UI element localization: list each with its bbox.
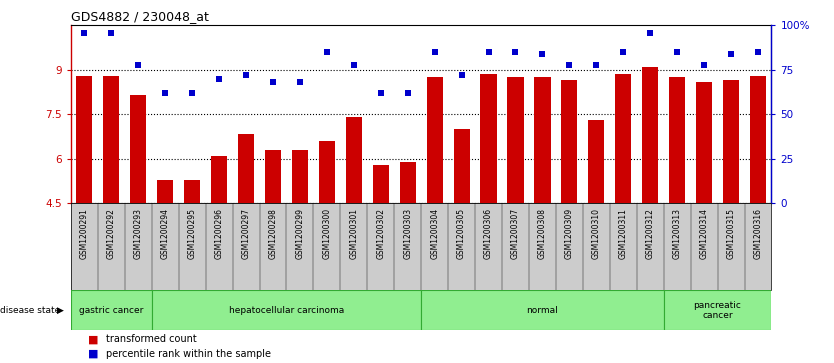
Bar bbox=[642, 67, 658, 203]
Bar bbox=[71, 290, 152, 330]
Bar bbox=[507, 77, 524, 203]
Text: GSM1200297: GSM1200297 bbox=[242, 208, 250, 258]
Point bbox=[213, 76, 226, 82]
Text: GSM1200315: GSM1200315 bbox=[726, 208, 736, 258]
Text: gastric cancer: gastric cancer bbox=[79, 306, 143, 315]
Point bbox=[751, 49, 765, 55]
Bar bbox=[723, 80, 739, 203]
Text: GSM1200295: GSM1200295 bbox=[188, 208, 197, 258]
Bar bbox=[265, 150, 281, 203]
Point bbox=[320, 49, 334, 55]
Text: GSM1200313: GSM1200313 bbox=[673, 208, 681, 258]
Bar bbox=[615, 74, 631, 203]
Bar bbox=[664, 290, 771, 330]
Bar bbox=[319, 141, 335, 203]
Text: percentile rank within the sample: percentile rank within the sample bbox=[106, 349, 271, 359]
Bar bbox=[373, 165, 389, 203]
Text: GSM1200293: GSM1200293 bbox=[133, 208, 143, 258]
Text: disease state: disease state bbox=[0, 306, 60, 315]
Text: ■: ■ bbox=[88, 334, 98, 344]
Point bbox=[509, 49, 522, 55]
Point bbox=[725, 51, 738, 57]
Text: GSM1200316: GSM1200316 bbox=[753, 208, 762, 258]
Bar bbox=[588, 120, 605, 203]
Bar bbox=[696, 82, 712, 203]
Text: pancreatic
cancer: pancreatic cancer bbox=[694, 301, 741, 320]
Point bbox=[347, 62, 360, 68]
Point bbox=[428, 49, 441, 55]
Text: GSM1200312: GSM1200312 bbox=[646, 208, 655, 258]
Point bbox=[78, 30, 91, 36]
Bar bbox=[750, 76, 766, 203]
Bar bbox=[426, 77, 443, 203]
Bar bbox=[399, 162, 416, 203]
Bar bbox=[421, 290, 664, 330]
Text: GSM1200301: GSM1200301 bbox=[349, 208, 359, 258]
Text: GSM1200311: GSM1200311 bbox=[619, 208, 628, 258]
Point bbox=[671, 49, 684, 55]
Point bbox=[132, 62, 145, 68]
Point bbox=[482, 49, 495, 55]
Text: GSM1200299: GSM1200299 bbox=[295, 208, 304, 258]
Text: GSM1200296: GSM1200296 bbox=[214, 208, 224, 258]
Text: GSM1200304: GSM1200304 bbox=[430, 208, 440, 259]
Text: GSM1200292: GSM1200292 bbox=[107, 208, 116, 258]
Point bbox=[563, 62, 576, 68]
Bar bbox=[76, 76, 93, 203]
Text: GDS4882 / 230048_at: GDS4882 / 230048_at bbox=[71, 10, 208, 23]
Bar bbox=[103, 76, 119, 203]
Text: GSM1200305: GSM1200305 bbox=[457, 208, 466, 259]
Text: GSM1200302: GSM1200302 bbox=[376, 208, 385, 258]
Text: GSM1200308: GSM1200308 bbox=[538, 208, 547, 258]
Bar bbox=[561, 80, 577, 203]
Text: GSM1200314: GSM1200314 bbox=[700, 208, 709, 258]
Text: GSM1200307: GSM1200307 bbox=[511, 208, 520, 259]
Bar bbox=[211, 156, 227, 203]
Point bbox=[158, 90, 172, 96]
Text: GSM1200298: GSM1200298 bbox=[269, 208, 278, 258]
Point bbox=[644, 30, 657, 36]
Text: ▶: ▶ bbox=[57, 306, 63, 315]
Text: GSM1200306: GSM1200306 bbox=[484, 208, 493, 259]
Text: GSM1200303: GSM1200303 bbox=[403, 208, 412, 259]
Text: hepatocellular carcinoma: hepatocellular carcinoma bbox=[229, 306, 344, 315]
Text: GSM1200300: GSM1200300 bbox=[323, 208, 331, 259]
Text: ■: ■ bbox=[88, 349, 98, 359]
Point bbox=[294, 79, 307, 85]
Point bbox=[239, 72, 253, 78]
Point bbox=[535, 51, 549, 57]
Bar bbox=[152, 290, 421, 330]
Bar bbox=[535, 77, 550, 203]
Bar bbox=[480, 74, 496, 203]
Bar bbox=[454, 129, 470, 203]
Bar bbox=[292, 150, 308, 203]
Bar bbox=[669, 77, 686, 203]
Text: GSM1200291: GSM1200291 bbox=[80, 208, 89, 258]
Bar bbox=[130, 95, 146, 203]
Text: transformed count: transformed count bbox=[106, 334, 197, 344]
Text: GSM1200294: GSM1200294 bbox=[161, 208, 169, 258]
Bar bbox=[157, 180, 173, 203]
Point bbox=[266, 79, 279, 85]
Point bbox=[616, 49, 630, 55]
Point bbox=[455, 72, 468, 78]
Bar bbox=[184, 180, 200, 203]
Point bbox=[185, 90, 198, 96]
Point bbox=[401, 90, 414, 96]
Bar bbox=[346, 117, 362, 203]
Text: normal: normal bbox=[526, 306, 558, 315]
Text: GSM1200309: GSM1200309 bbox=[565, 208, 574, 259]
Text: GSM1200310: GSM1200310 bbox=[592, 208, 600, 258]
Bar bbox=[238, 134, 254, 203]
Point bbox=[374, 90, 388, 96]
Point bbox=[104, 30, 118, 36]
Point bbox=[590, 62, 603, 68]
Point bbox=[697, 62, 711, 68]
